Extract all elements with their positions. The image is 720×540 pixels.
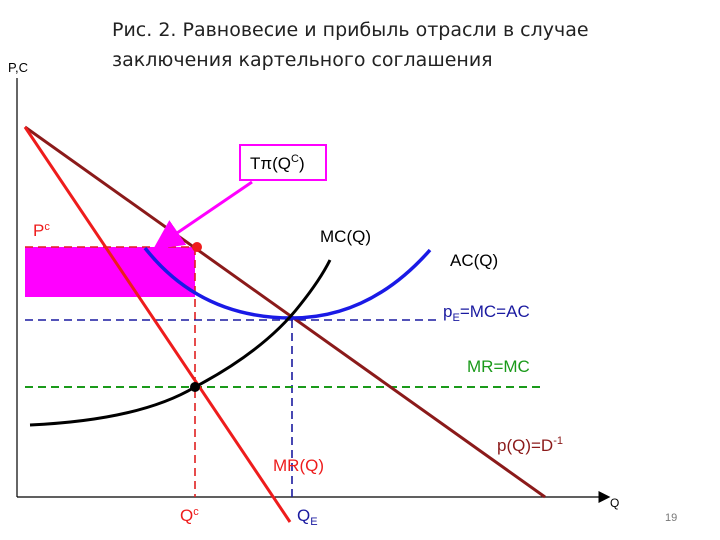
cartel-point bbox=[192, 242, 202, 252]
mr-mc-label: MR=MC bbox=[467, 357, 530, 376]
title-line1: Рис. 2. Равновесие и прибыль отрасли в с… bbox=[112, 19, 589, 41]
y-axis-label: P,C bbox=[8, 60, 28, 75]
demand-line bbox=[24, 125, 546, 499]
ac-label: AC(Q) bbox=[450, 251, 498, 270]
ac-curve bbox=[143, 246, 432, 320]
mr-line bbox=[23, 126, 292, 523]
title-line2: заключения картельного соглашения bbox=[112, 49, 493, 71]
mr-mc-point bbox=[190, 382, 200, 392]
pc-label: Pc bbox=[33, 221, 50, 240]
profit-label: Tπ(QC) bbox=[250, 153, 305, 173]
qc-label: Qc bbox=[180, 506, 199, 525]
mc-curve bbox=[29, 259, 332, 427]
x-axis-label: Q bbox=[610, 496, 619, 510]
mc-label: MC(Q) bbox=[320, 227, 371, 246]
profit-arrow bbox=[153, 180, 253, 250]
profit-box bbox=[239, 144, 327, 181]
qe-label: QE bbox=[297, 506, 318, 528]
demand-label: p(Q)=D-1 bbox=[497, 435, 563, 455]
pe-label: pE=MC=AC bbox=[443, 302, 530, 324]
mr-label: MR(Q) bbox=[273, 456, 324, 475]
page-number: 19 bbox=[665, 512, 677, 524]
guides bbox=[25, 246, 545, 497]
